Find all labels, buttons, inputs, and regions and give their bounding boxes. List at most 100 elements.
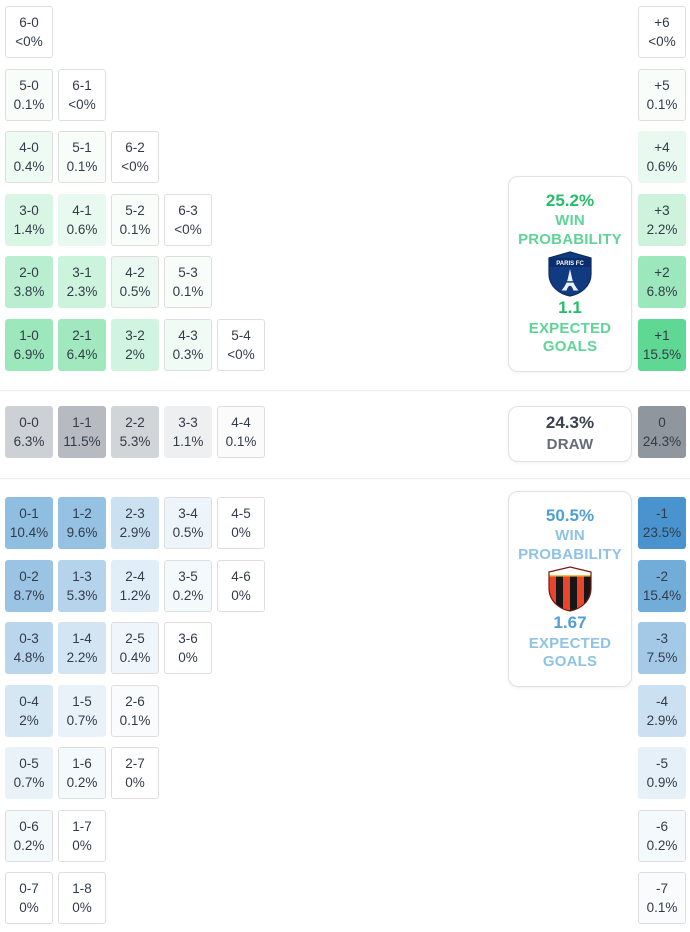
score-cell: 5-1 0.1% xyxy=(58,131,106,183)
cell-pct: 3.8% xyxy=(13,284,45,299)
score-cell: 5-0 0.1% xyxy=(5,69,53,121)
cell-score: 2-3 xyxy=(125,506,145,521)
rennes-crest-icon xyxy=(548,566,592,612)
cell-score: 2-7 xyxy=(125,756,145,771)
cell-pct: 0.1% xyxy=(119,713,151,728)
cell-score: 5-1 xyxy=(72,140,92,155)
cell-score: 2-5 xyxy=(125,631,145,646)
cell-score: 4-5 xyxy=(231,506,251,521)
score-cell: 3-2 2% xyxy=(111,319,159,371)
cell-pct: 2.2% xyxy=(66,650,98,665)
cell-pct: 8.7% xyxy=(13,588,45,603)
home-win-probability-label: WIN PROBABILITY xyxy=(518,212,622,248)
score-cell: 1-1 11.5% xyxy=(58,406,106,458)
cell-score: 4-3 xyxy=(178,328,198,343)
cell-pct: <0% xyxy=(227,347,255,362)
cell-score: 3-5 xyxy=(178,569,198,584)
away-expected-goals-label: EXPECTED GOALS xyxy=(528,634,612,671)
cell-pct: 0.6% xyxy=(66,222,98,237)
cell-score: +1 xyxy=(654,328,670,343)
cell-pct: <0% xyxy=(68,97,96,112)
draw-card: 24.3% DRAW xyxy=(508,406,632,462)
goal-diff-cell: -3 7.5% xyxy=(638,622,686,674)
cell-pct: 0% xyxy=(178,650,198,665)
cell-score: 1-5 xyxy=(72,694,92,709)
goal-diff-cell: +1 15.5% xyxy=(638,319,686,371)
cell-score: 0-7 xyxy=(19,881,39,896)
score-cell: 0-7 0% xyxy=(5,872,53,924)
cell-score: 3-1 xyxy=(72,265,92,280)
cell-score: 4-4 xyxy=(231,415,251,430)
cell-score: 1-8 xyxy=(72,881,92,896)
cell-pct: 2.9% xyxy=(646,713,678,728)
cell-score: +2 xyxy=(654,265,670,280)
cell-score: +4 xyxy=(654,140,670,155)
draw-label: DRAW xyxy=(546,436,594,454)
cell-pct: 2.3% xyxy=(66,284,98,299)
score-cell: 4-0 0.4% xyxy=(5,131,53,183)
cell-pct: 0% xyxy=(231,588,251,603)
score-cell: 2-2 5.3% xyxy=(111,406,159,458)
cell-score: 0-4 xyxy=(19,694,39,709)
cell-pct: 24.3% xyxy=(642,434,682,449)
cell-score: 3-6 xyxy=(178,631,198,646)
cell-pct: 0.6% xyxy=(646,159,678,174)
cell-score: 2-1 xyxy=(72,328,92,343)
cell-pct: 0.9% xyxy=(646,775,678,790)
cell-score: 5-4 xyxy=(231,328,251,343)
score-cell: 6-3 <0% xyxy=(164,194,212,246)
score-cell: 0-5 0.7% xyxy=(5,747,53,799)
score-cell: 2-4 1.2% xyxy=(111,560,159,612)
score-cell: 1-4 2.2% xyxy=(58,622,106,674)
cell-pct: 6.3% xyxy=(13,434,45,449)
goal-diff-cell: +2 6.8% xyxy=(638,256,686,308)
cell-pct: 0.7% xyxy=(13,775,45,790)
goal-diff-cell: -5 0.9% xyxy=(638,747,686,799)
cell-pct: 0.1% xyxy=(646,900,678,915)
cell-pct: 0.1% xyxy=(119,222,151,237)
score-cell: 4-4 0.1% xyxy=(217,406,265,458)
cell-score: 2-2 xyxy=(125,415,145,430)
cell-score: 1-7 xyxy=(72,819,92,834)
cell-pct: 6.4% xyxy=(66,347,98,362)
cell-score: 4-0 xyxy=(19,140,39,155)
cell-pct: 9.6% xyxy=(66,525,98,540)
cell-score: -5 xyxy=(655,756,668,771)
section-divider xyxy=(0,390,690,391)
cell-score: 3-2 xyxy=(125,328,145,343)
cell-pct: 6.8% xyxy=(646,284,678,299)
cell-pct: 10.4% xyxy=(9,525,49,540)
cell-pct: 2% xyxy=(125,347,145,362)
cell-score: 2-6 xyxy=(125,694,145,709)
cell-pct: <0% xyxy=(648,34,676,49)
cell-pct: 0.5% xyxy=(119,284,151,299)
cell-pct: 0.1% xyxy=(172,284,204,299)
cell-score: 0-2 xyxy=(19,569,39,584)
section-divider xyxy=(0,478,690,479)
cell-pct: 0% xyxy=(231,525,251,540)
cell-pct: 0.5% xyxy=(172,525,204,540)
cell-score: 3-3 xyxy=(178,415,198,430)
goal-diff-cell: -7 0.1% xyxy=(638,872,686,924)
cell-score: 1-1 xyxy=(72,415,92,430)
cell-pct: 11.5% xyxy=(63,434,101,449)
cell-score: 4-6 xyxy=(231,569,251,584)
score-cell: 2-6 0.1% xyxy=(111,685,159,737)
cell-score: 3-4 xyxy=(178,506,198,521)
away-win-card: 50.5% WIN PROBABILITY 1.67 EXPECTED GOAL… xyxy=(508,491,632,687)
score-cell: 1-3 5.3% xyxy=(58,560,106,612)
cell-pct: 5.3% xyxy=(66,588,98,603)
cell-score: 0-0 xyxy=(19,415,39,430)
paris-fc-crest-icon: PARIS FC xyxy=(548,251,592,297)
cell-pct: 0.4% xyxy=(119,650,151,665)
score-cell: 1-6 0.2% xyxy=(58,747,106,799)
home-win-probability: 25.2% xyxy=(545,191,595,210)
cell-score: 3-0 xyxy=(19,203,39,218)
cell-score: +6 xyxy=(654,15,670,30)
cell-score: 5-0 xyxy=(19,78,39,93)
svg-text:PARIS FC: PARIS FC xyxy=(556,261,584,267)
cell-score: 0-6 xyxy=(19,819,39,834)
cell-score: -3 xyxy=(655,631,668,646)
cell-score: 1-3 xyxy=(72,569,92,584)
